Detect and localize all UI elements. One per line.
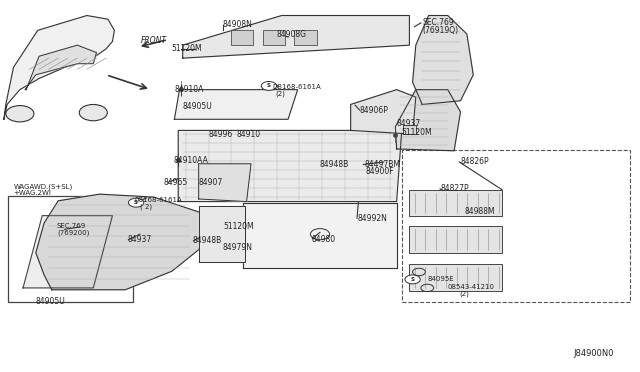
- Text: SEC.769: SEC.769: [422, 19, 454, 28]
- Polygon shape: [198, 164, 251, 202]
- Text: DB168-6161A: DB168-6161A: [272, 84, 321, 90]
- Circle shape: [405, 275, 420, 284]
- Text: 84910: 84910: [237, 130, 261, 140]
- Polygon shape: [182, 16, 410, 58]
- Text: 51120M: 51120M: [402, 128, 433, 137]
- Text: 84905U: 84905U: [36, 297, 65, 306]
- Bar: [410, 190, 502, 217]
- Polygon shape: [198, 206, 244, 262]
- Text: WAGAWD.(S+SL): WAGAWD.(S+SL): [13, 183, 73, 190]
- Text: 84992N: 84992N: [357, 214, 387, 223]
- Text: 84905U: 84905U: [182, 102, 212, 111]
- Text: 84908G: 84908G: [276, 29, 307, 39]
- Bar: [402, 150, 630, 302]
- Bar: [230, 31, 253, 45]
- Bar: [8, 196, 133, 302]
- Text: 84910AA: 84910AA: [173, 155, 208, 164]
- Text: 84948B: 84948B: [320, 160, 349, 169]
- Bar: [262, 31, 285, 45]
- Text: 51120M: 51120M: [223, 222, 253, 231]
- Text: 84996: 84996: [208, 130, 232, 140]
- Text: 84910A: 84910A: [174, 85, 204, 94]
- Polygon shape: [396, 90, 461, 151]
- Text: (2): (2): [275, 90, 285, 97]
- Text: 84948B: 84948B: [192, 236, 221, 246]
- Polygon shape: [25, 45, 97, 90]
- Text: 84988M: 84988M: [465, 207, 495, 216]
- Polygon shape: [4, 16, 115, 119]
- Text: 84906P: 84906P: [360, 106, 388, 115]
- Text: 84979N: 84979N: [223, 243, 253, 251]
- Text: (2): (2): [460, 290, 469, 297]
- Bar: [403, 125, 416, 134]
- Text: SEC.769: SEC.769: [57, 223, 86, 229]
- Text: J84900N0: J84900N0: [573, 349, 614, 358]
- Text: 08543-41210: 08543-41210: [448, 284, 495, 290]
- Polygon shape: [178, 131, 402, 202]
- Text: 08168-6161A: 08168-6161A: [135, 197, 182, 203]
- Polygon shape: [36, 194, 211, 290]
- Text: FRONT: FRONT: [141, 36, 167, 45]
- Text: 51120M: 51120M: [172, 44, 202, 53]
- Text: S: S: [267, 83, 271, 89]
- Polygon shape: [351, 90, 416, 134]
- Text: ( 2): ( 2): [140, 204, 152, 211]
- Text: 84826P: 84826P: [461, 157, 489, 166]
- Text: 84907: 84907: [198, 178, 223, 187]
- Circle shape: [261, 81, 276, 90]
- Text: 84937: 84937: [127, 235, 152, 244]
- Circle shape: [79, 105, 108, 121]
- Text: 84908N: 84908N: [223, 20, 253, 29]
- Text: +WAG.2WI: +WAG.2WI: [13, 190, 51, 196]
- Polygon shape: [413, 16, 473, 105]
- Text: 84497BM: 84497BM: [365, 160, 401, 169]
- Text: 84937: 84937: [397, 119, 421, 128]
- Text: S: S: [134, 200, 138, 205]
- Text: 84980: 84980: [312, 235, 336, 244]
- Text: 84965: 84965: [164, 178, 188, 187]
- Text: 84900F: 84900F: [366, 167, 395, 176]
- Bar: [410, 264, 502, 291]
- Polygon shape: [23, 216, 113, 288]
- Polygon shape: [174, 90, 298, 119]
- Bar: [410, 226, 502, 253]
- Text: (76919Q): (76919Q): [422, 26, 458, 35]
- Bar: [294, 31, 317, 45]
- Polygon shape: [243, 203, 397, 267]
- Text: 84095E: 84095E: [428, 276, 454, 282]
- Text: 84827P: 84827P: [440, 185, 468, 193]
- Text: S: S: [411, 277, 415, 282]
- Text: (769200): (769200): [57, 230, 89, 236]
- Circle shape: [6, 106, 34, 122]
- Circle shape: [129, 198, 144, 207]
